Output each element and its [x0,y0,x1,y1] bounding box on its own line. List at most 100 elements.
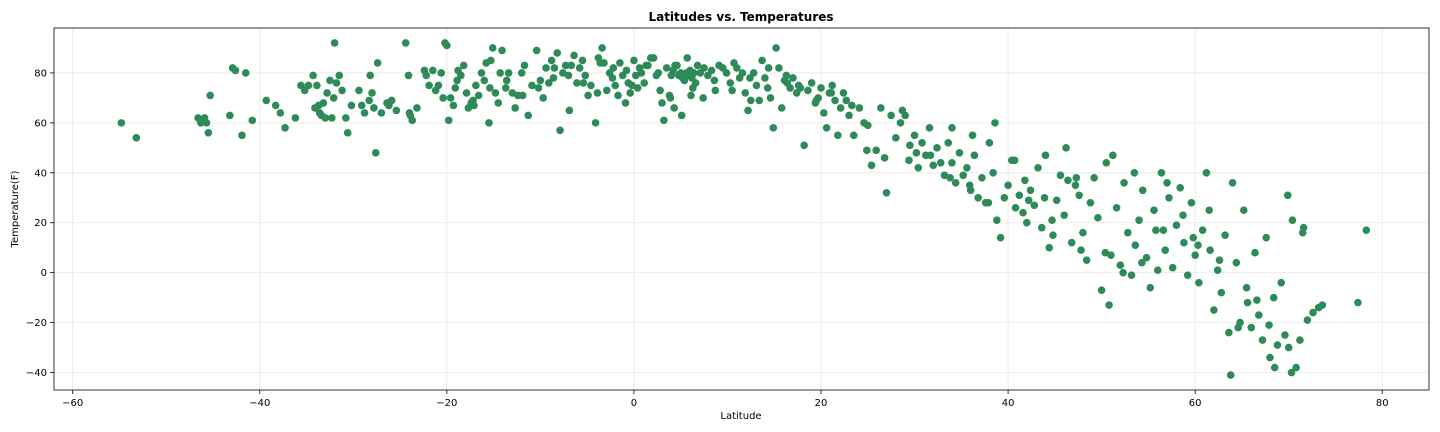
scatter-point [570,51,578,60]
y-tick-label: 40 [34,168,47,179]
scatter-point [488,44,497,52]
scatter-point [842,96,851,105]
scatter-point [1225,328,1233,337]
scatter-point [304,81,313,90]
scatter-point [839,89,848,97]
scatter-point [1072,173,1081,182]
scatter-point [1176,183,1184,192]
scatter-point [1030,201,1039,210]
y-tick-label: 60 [34,118,47,129]
scatter-point [1232,258,1241,267]
scatter-point [978,173,986,182]
scatter-point [204,129,213,137]
scatter-point [996,233,1005,242]
scatter-point [1019,208,1027,217]
scatter-point [882,188,891,197]
scatter-point [1040,193,1049,202]
scatter-point [755,96,764,105]
scatter-point [328,114,336,122]
scatter-point [511,104,519,112]
scatter-point [777,104,786,112]
y-tick-label: −20 [26,318,47,329]
scatter-point [330,39,339,47]
scatter-point [504,69,513,77]
scatter-point [761,74,769,82]
scatter-point [314,101,323,110]
scatter-point [368,89,376,97]
scatter-point [524,111,533,120]
scatter-point [377,109,386,117]
scatter-point [420,66,429,75]
scatter-point [910,131,919,140]
scatter-point [985,139,994,147]
scatter-point [1130,169,1139,177]
scatter-point [1254,311,1263,319]
scatter-point [849,131,858,140]
scatter-point [575,64,584,72]
scatter-point [772,44,780,52]
ticks-layer: −60 −40 −20 0 20 40 60 80 −40 −20 0 20 40 60 80 [26,68,1389,409]
scatter-point [963,164,971,172]
scatter-point [342,114,350,122]
scatter-point [1082,256,1091,264]
scatter-point [1000,193,1009,202]
scatter-point [656,86,664,95]
scatter-point [117,119,126,127]
grid-layer [54,28,1429,390]
scatter-point [587,81,595,90]
scatter-point [906,141,914,150]
scatter-point [326,76,334,85]
scatter-point [1265,321,1273,329]
scatter-point [446,94,455,102]
scatter-point [764,64,773,72]
scatter-point [744,106,752,115]
scatter-point [487,56,495,65]
scatter-point [528,81,536,90]
scatter-point [1120,178,1128,187]
scatter-point [898,106,907,115]
scatter-point [912,149,921,157]
scatter-point [1226,371,1235,379]
scatter-point [630,56,638,65]
scatter-point [281,124,289,132]
scatter-point [462,89,471,97]
scatter-point [670,104,678,112]
scatter-point [1354,298,1362,307]
scatter-point [948,124,956,132]
scatter-point [1086,198,1095,207]
scatter-point [1217,288,1226,297]
scatter-point [807,79,816,87]
scatter-point [642,61,650,70]
scatter-point [1284,343,1293,352]
scatter-point [974,193,982,202]
scatter-point [591,119,600,127]
scatter-point [747,96,755,105]
scatter-point [271,101,280,110]
scatter-point [1213,266,1222,274]
scatter-point [1191,251,1199,259]
scatter-point [1239,206,1248,215]
scatter-point [855,104,864,112]
scatter-point [1292,363,1300,372]
scatter-point [804,86,812,95]
scatter-point [343,129,352,137]
scatter-point [989,169,997,177]
scatter-point [968,131,977,140]
scatter-point [834,131,842,140]
scatter-point [486,84,494,92]
scatter-point [226,111,234,120]
scatter-point [472,81,480,90]
scatter-point [579,79,588,87]
scatter-point [689,84,697,92]
scatter-point [1202,169,1211,177]
scatter-point [1146,283,1155,292]
scatter-point [573,79,581,87]
scatter-point [1138,258,1146,267]
scatter-point [738,69,747,77]
scatter-point [470,101,478,110]
scatter-point [1189,233,1198,242]
scatter-point [1206,246,1214,254]
scatter-point [404,71,413,80]
scatter-point [633,84,642,92]
scatter-point [443,41,451,50]
